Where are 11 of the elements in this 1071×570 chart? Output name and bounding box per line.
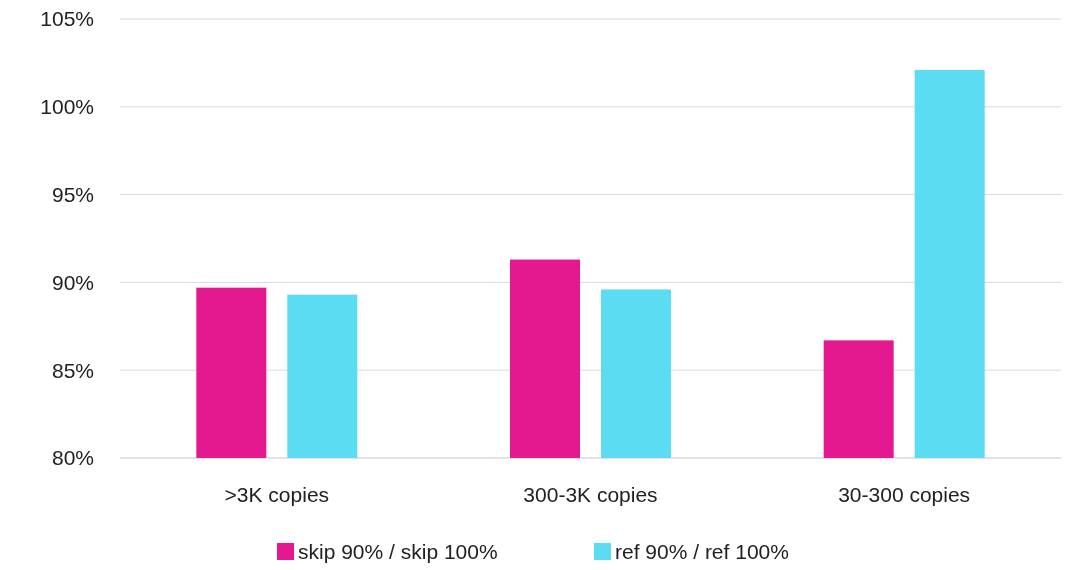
y-tick-label: 100% (40, 95, 94, 119)
y-tick-label: 105% (40, 7, 94, 31)
legend-label: skip 90% / skip 100% (298, 540, 498, 564)
x-tick-label: 30-300 copies (838, 483, 971, 506)
y-tick-label: 80% (51, 446, 94, 470)
y-tick-label: 85% (51, 358, 94, 382)
y-tick-label: 95% (51, 182, 94, 206)
legend-label: ref 90% / ref 100% (615, 540, 789, 564)
y-tick-label: 90% (51, 270, 94, 294)
x-tick-label: 300-3K copies (523, 483, 658, 506)
x-tick-label: >3K copies (224, 483, 330, 506)
